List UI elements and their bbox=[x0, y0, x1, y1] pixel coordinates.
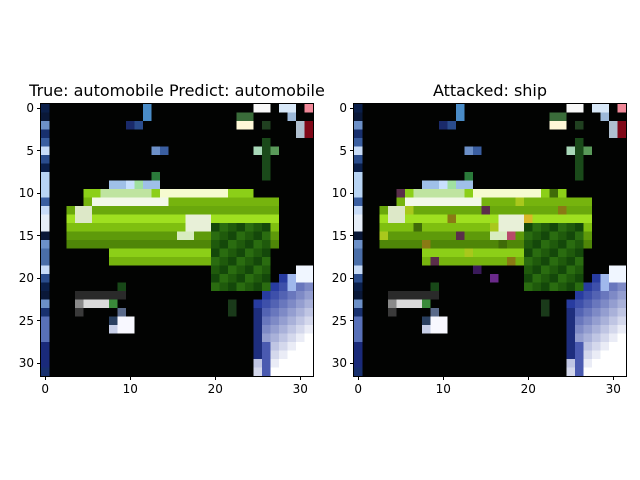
x-tick-label: 20 bbox=[207, 382, 223, 396]
x-tick-mark bbox=[442, 376, 444, 380]
y-tick-label: 10 bbox=[18, 186, 34, 201]
y-tick-mark bbox=[37, 107, 41, 109]
attacked-image-title: Attacked: ship bbox=[432, 81, 548, 100]
x-tick-label: 20 bbox=[520, 382, 536, 396]
y-tick-mark bbox=[350, 235, 354, 237]
y-tick-mark bbox=[350, 192, 354, 194]
x-tick-mark bbox=[299, 376, 301, 380]
x-tick-label: 10 bbox=[122, 382, 138, 396]
y-tick-mark bbox=[350, 277, 354, 279]
x-tick-mark bbox=[44, 376, 46, 380]
x-tick-mark bbox=[527, 376, 529, 380]
y-tick-mark bbox=[37, 362, 41, 364]
x-tick-label: 10 bbox=[435, 382, 451, 396]
y-tick-label: 20 bbox=[331, 271, 347, 286]
y-tick-label: 30 bbox=[331, 356, 347, 371]
y-tick-mark bbox=[37, 277, 41, 279]
y-tick-mark bbox=[37, 235, 41, 237]
attacked-image bbox=[353, 103, 627, 377]
original-image bbox=[40, 103, 314, 377]
x-tick-label: 30 bbox=[292, 382, 308, 396]
y-tick-label: 25 bbox=[331, 313, 347, 328]
y-tick-mark bbox=[37, 150, 41, 152]
y-tick-label: 20 bbox=[18, 271, 34, 286]
y-tick-label: 5 bbox=[339, 143, 347, 158]
y-tick-label: 15 bbox=[331, 228, 347, 243]
y-tick-mark bbox=[350, 320, 354, 322]
x-tick-label: 0 bbox=[354, 382, 363, 396]
y-tick-mark bbox=[350, 107, 354, 109]
x-tick-label: 0 bbox=[41, 382, 50, 396]
x-tick-mark bbox=[214, 376, 216, 380]
original-image-title: True: automobile Predict: automobile bbox=[29, 81, 325, 100]
y-tick-label: 0 bbox=[339, 101, 347, 116]
y-tick-label: 0 bbox=[26, 101, 34, 116]
x-tick-mark bbox=[612, 376, 614, 380]
x-tick-label: 30 bbox=[605, 382, 621, 396]
y-tick-mark bbox=[350, 150, 354, 152]
y-tick-label: 5 bbox=[26, 143, 34, 158]
x-tick-mark bbox=[357, 376, 359, 380]
y-tick-label: 10 bbox=[331, 186, 347, 201]
y-tick-mark bbox=[37, 192, 41, 194]
y-tick-mark bbox=[350, 362, 354, 364]
y-tick-label: 30 bbox=[18, 356, 34, 371]
x-tick-mark bbox=[129, 376, 131, 380]
y-tick-mark bbox=[37, 320, 41, 322]
original-pixel-grid bbox=[41, 104, 313, 376]
attacked-pixel-grid bbox=[354, 104, 626, 376]
y-tick-label: 15 bbox=[18, 228, 34, 243]
y-tick-label: 25 bbox=[18, 313, 34, 328]
